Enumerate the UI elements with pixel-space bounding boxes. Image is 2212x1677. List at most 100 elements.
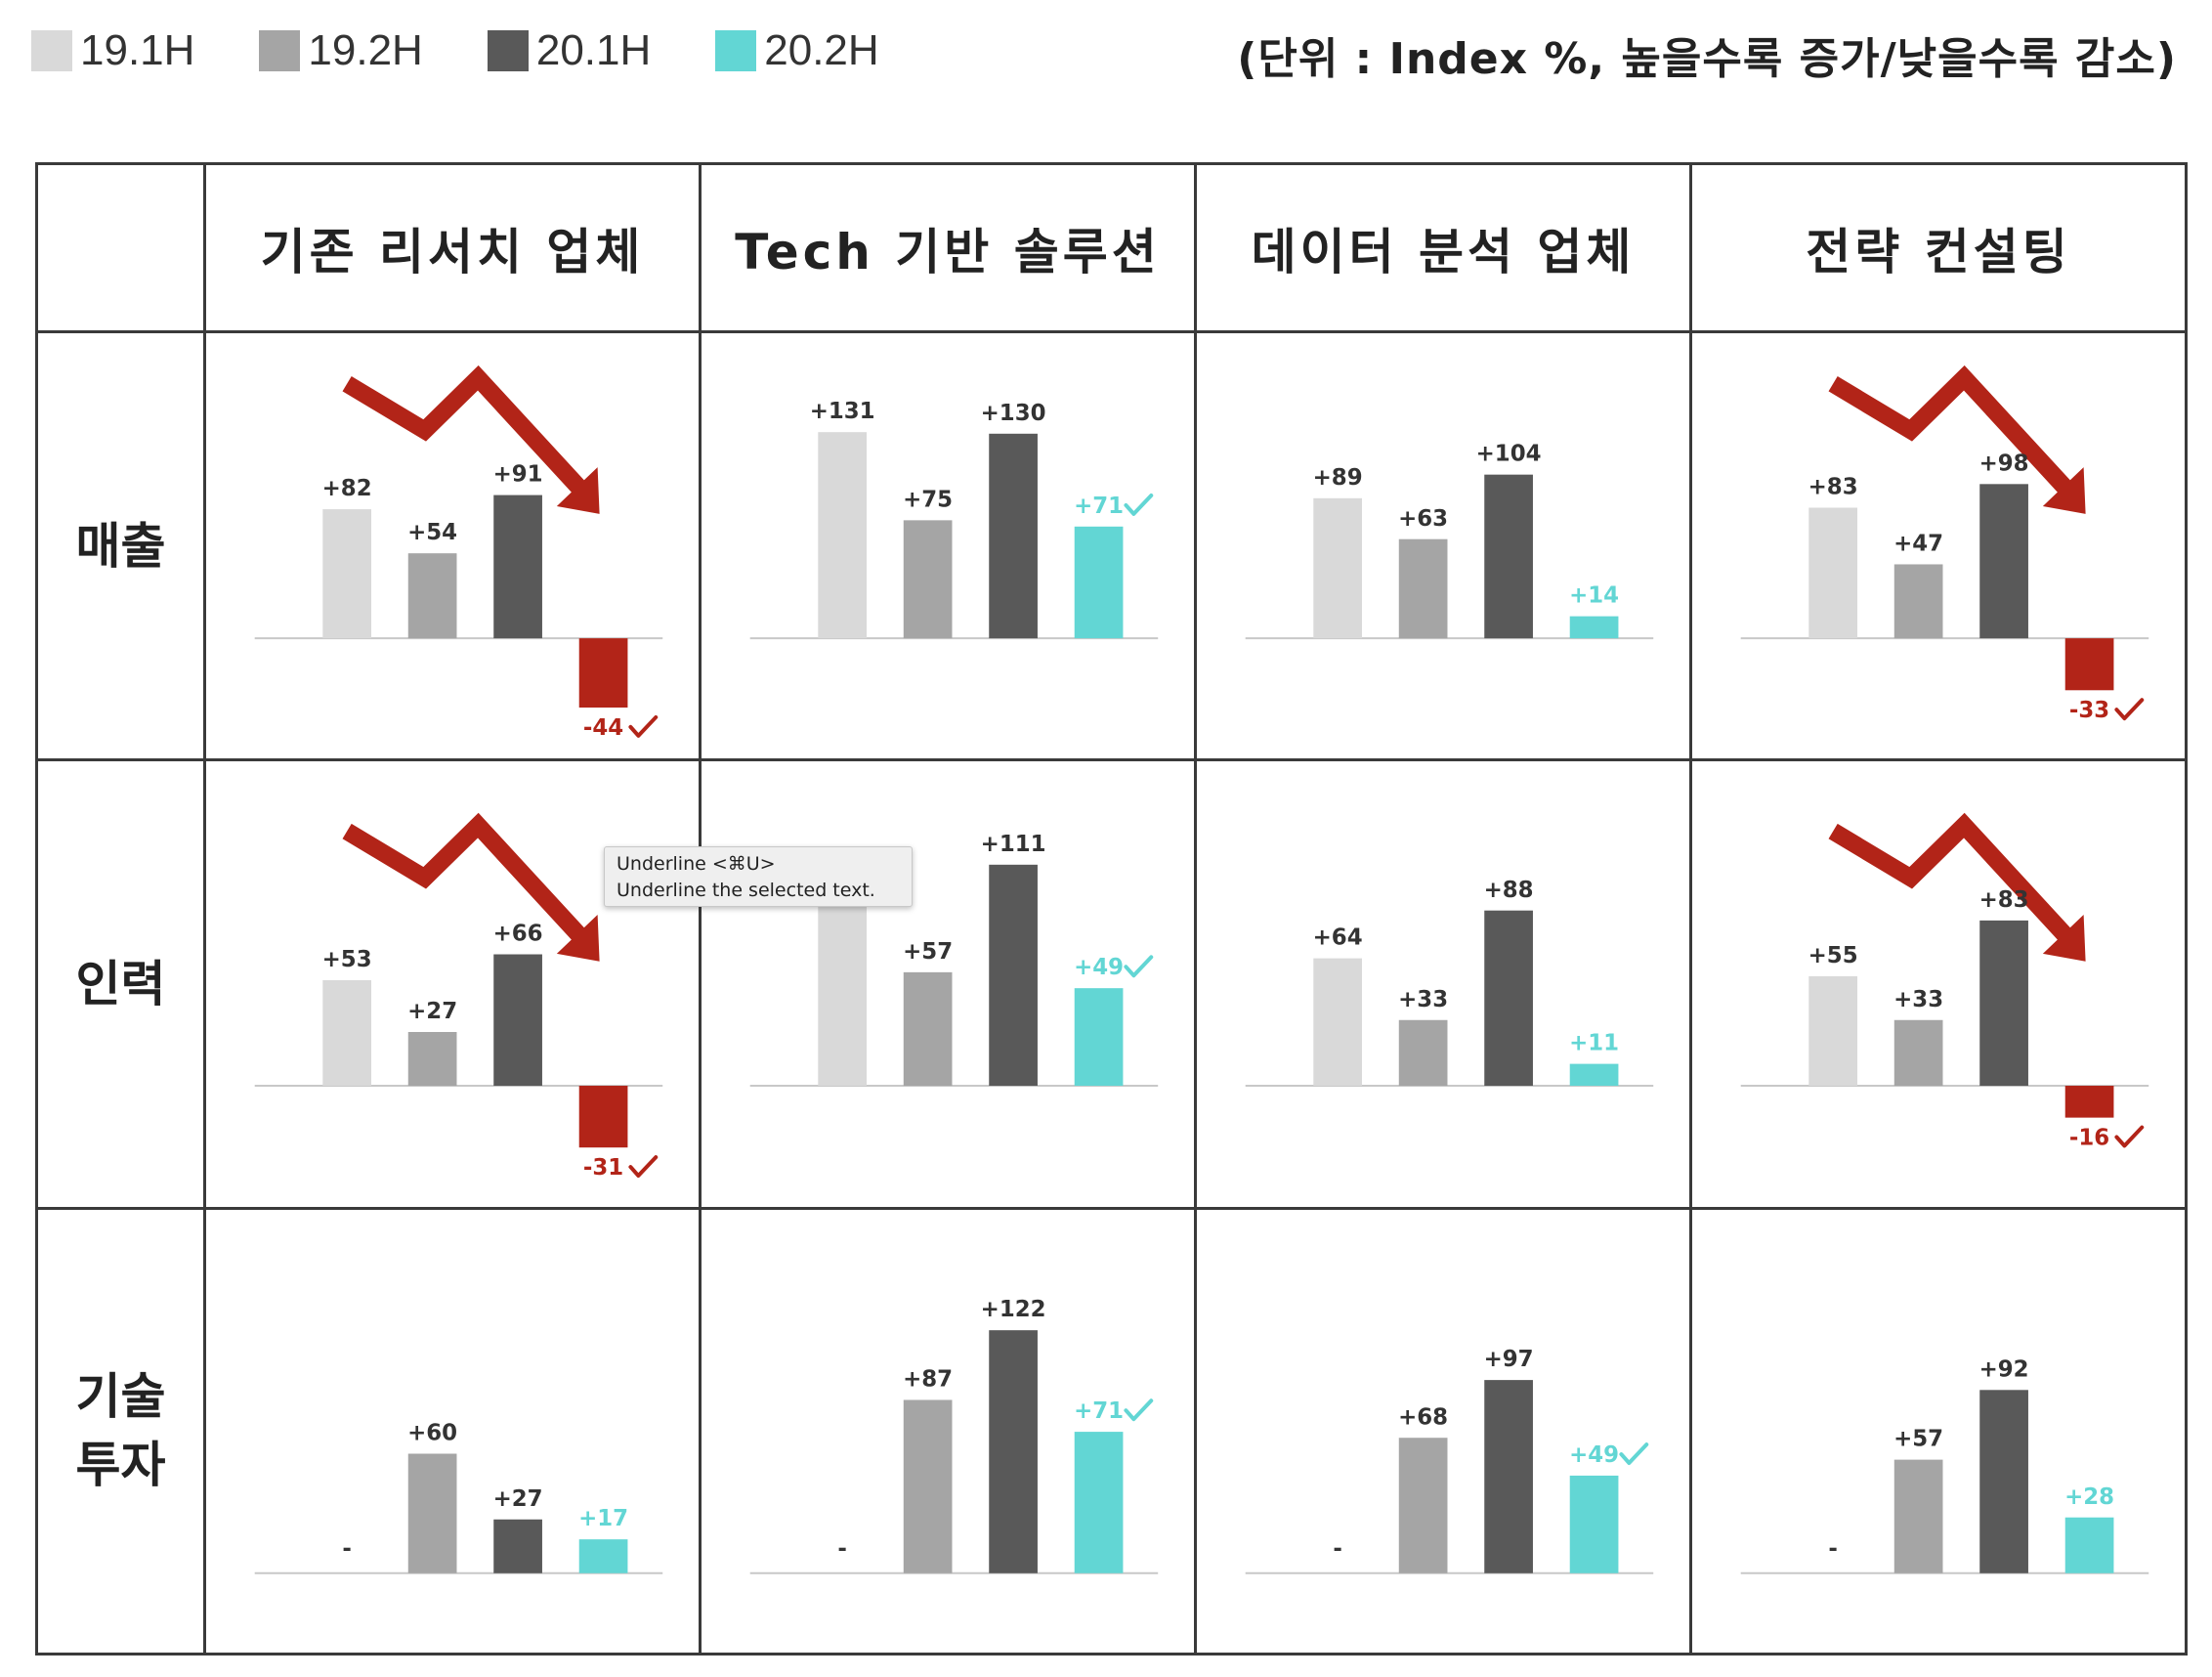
bar-chart: +83 +47 +98 -33	[1740, 365, 2149, 723]
bar-19.2H	[407, 1032, 457, 1087]
chart-cell: - +60 +27 +17	[203, 1206, 702, 1656]
bar-value-label: +104	[1476, 442, 1542, 467]
check-icon	[2114, 698, 2145, 721]
bar-value-label: -33	[2069, 698, 2109, 723]
bar-value-label: +68	[1398, 1404, 1448, 1430]
bar-19.1H	[818, 432, 867, 639]
corner-cell	[35, 162, 206, 333]
bar-value-label: +111	[981, 832, 1046, 857]
bar-19.2H	[1893, 1459, 1943, 1573]
bar-chart: +55 +33 +83 -16	[1740, 813, 2149, 1151]
bar-value-label: -31	[583, 1155, 623, 1181]
check-icon	[1619, 1441, 1649, 1465]
bar-value-label: +91	[493, 462, 543, 488]
bar-19.2H	[903, 1399, 953, 1573]
bar-20.2H	[2064, 638, 2114, 691]
chart-cell: +64 +33 +88 +11	[1194, 758, 1692, 1210]
bar-20.2H	[1569, 616, 1619, 639]
bar-value-label: +57	[903, 939, 953, 965]
comparison-grid: 기존 리서치 업체 Tech 기반 솔루션 데이터 분석 업체 전략 컨설팅 매…	[35, 162, 2188, 1656]
tooltip-shortcut: Underline <⌘U>	[617, 853, 776, 875]
bar-value-label: +98	[1979, 451, 2029, 476]
bar-20.2H	[578, 1538, 628, 1573]
chart-cell: +131 +75 +130 +71	[699, 329, 1197, 762]
bar-20.1H	[493, 954, 542, 1087]
legend-label: 20.2H	[764, 26, 879, 74]
bar-20.1H	[1484, 911, 1533, 1087]
bar-value-label: +88	[1484, 878, 1534, 903]
check-icon	[1124, 1398, 1154, 1421]
bar-19.2H	[1398, 538, 1448, 639]
legend-item-19-1h: 19.1H	[31, 26, 194, 75]
bar-20.2H	[578, 638, 628, 708]
bar-value-label: +49	[1569, 1442, 1619, 1468]
bar-value-label: +57	[1893, 1426, 1943, 1451]
bar-chart: +64 +33 +88 +11	[1245, 878, 1654, 1088]
bar-value-label: -16	[2069, 1126, 2109, 1151]
bar-19.2H	[1893, 1020, 1943, 1087]
bar-chart: - +87 +122 +71	[749, 1297, 1159, 1574]
bar-20.1H	[989, 433, 1038, 639]
bar-20.2H	[1569, 1475, 1619, 1573]
bar-value-label: +75	[903, 487, 953, 512]
trend-arrow	[342, 813, 587, 943]
bar-value-label: +17	[578, 1506, 628, 1531]
bar-20.2H	[578, 1086, 628, 1148]
bar-chart: +53 +27 +66 -31	[254, 813, 663, 1181]
bar-20.1H	[1979, 484, 2028, 639]
bar-value-label: +55	[1808, 943, 1858, 968]
bar-19.1H	[1808, 976, 1857, 1087]
legend-label: 19.1H	[80, 26, 195, 74]
check-icon	[1124, 955, 1154, 978]
bar-19.2H	[903, 972, 953, 1087]
unit-note: (단위 : Index %, 높을수록 증가/낮을수록 감소)	[1237, 34, 2177, 84]
bar-value-label: +11	[1569, 1031, 1619, 1056]
bar-value-label: +122	[981, 1297, 1046, 1322]
bar-chart: +57 +111 +49	[749, 832, 1159, 1088]
bar-19.1H	[322, 980, 371, 1087]
bar-value-label: +33	[1893, 987, 1943, 1012]
chart-cell: - +57 +92 +28	[1689, 1206, 2188, 1656]
legend-swatch	[259, 30, 301, 71]
bar-20.2H	[1074, 526, 1124, 639]
bar-19.1H	[1808, 507, 1857, 639]
bar-value-label: +66	[493, 922, 543, 947]
bar-value-label: +54	[407, 520, 457, 545]
legend-swatch	[31, 30, 72, 71]
bar-value-label: +60	[407, 1420, 457, 1445]
bar-19.2H	[407, 1453, 457, 1573]
row-header-tech-investment: 기술 투자	[35, 1206, 206, 1656]
legend-label: 19.2H	[308, 26, 423, 74]
trend-arrow	[1828, 365, 2073, 495]
bar-value-label: +47	[1893, 532, 1943, 557]
trend-arrow	[1828, 813, 2073, 943]
bar-value-label: +28	[2064, 1484, 2114, 1509]
bar-value-label: -	[837, 1536, 847, 1562]
bar-20.1H	[1484, 1379, 1533, 1573]
bar-value-label: +27	[493, 1486, 543, 1512]
bar-19.1H	[1313, 497, 1362, 639]
column-header: 기존 리서치 업체	[203, 162, 702, 333]
legend-label: 20.1H	[535, 26, 652, 74]
trend-arrow-head	[556, 467, 600, 514]
bar-20.2H	[1569, 1064, 1619, 1087]
check-icon	[628, 714, 659, 738]
chart-cell: +55 +33 +83 -16	[1689, 758, 2188, 1210]
bar-19.2H	[903, 520, 953, 639]
bar-19.1H	[322, 509, 371, 639]
bar-value-label: +130	[981, 401, 1046, 426]
bar-value-label: +53	[322, 948, 372, 973]
bar-value-label: -	[342, 1536, 352, 1562]
bar-value-label: -	[1828, 1536, 1838, 1562]
check-icon	[628, 1155, 659, 1179]
chart-cell: - +68 +97 +49	[1194, 1206, 1692, 1656]
tooltip-description: Underline the selected text.	[617, 880, 875, 901]
check-icon	[1124, 494, 1154, 516]
bar-chart: - +57 +92 +28	[1740, 1356, 2149, 1574]
bar-19.1H	[818, 882, 867, 1087]
legend-swatch	[487, 30, 529, 71]
chart-cell: +82 +54 +91 -44	[203, 329, 702, 762]
bar-19.2H	[1398, 1437, 1448, 1573]
column-header: 전략 컨설팅	[1689, 162, 2188, 333]
bar-19.2H	[1398, 1020, 1448, 1087]
